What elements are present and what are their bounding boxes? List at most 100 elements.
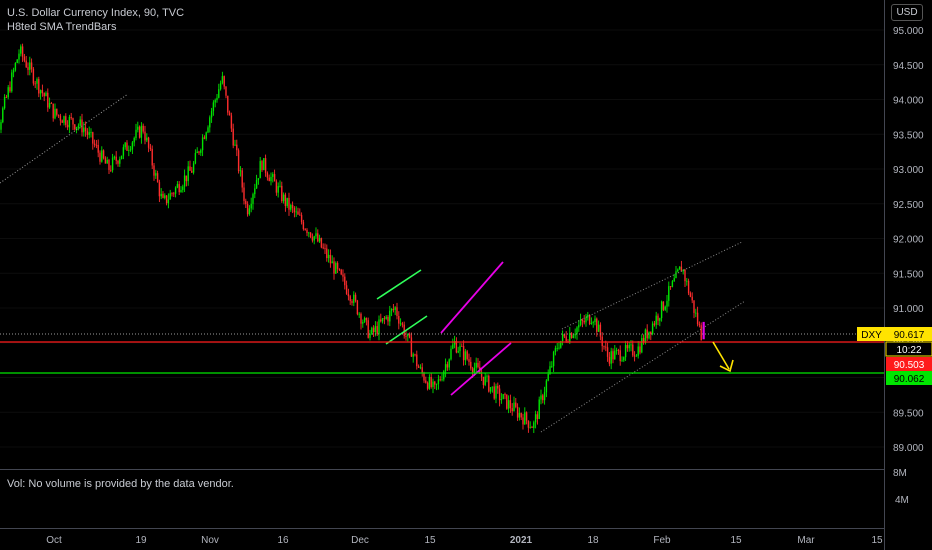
volume-tick-4m: 4M — [895, 495, 909, 506]
candle-body — [495, 385, 497, 399]
candle-body — [592, 322, 594, 323]
candle-body — [416, 354, 418, 367]
candle-body — [279, 185, 281, 187]
candle-body — [617, 349, 620, 351]
candle-body — [84, 127, 87, 132]
candle-body — [477, 362, 479, 368]
candle-body — [282, 194, 285, 202]
channel-line-green-lower[interactable] — [385, 315, 428, 345]
price-tick-label: 91.500 — [893, 269, 924, 280]
candle-body — [25, 60, 27, 68]
candle-body — [151, 148, 153, 166]
candle-body — [560, 340, 562, 348]
candle-body — [32, 69, 35, 84]
candle-body — [441, 379, 443, 381]
candle-body — [36, 79, 38, 84]
candle-body — [682, 270, 684, 272]
candle-body — [561, 334, 564, 341]
candle-body — [576, 327, 578, 334]
candle-body — [313, 236, 315, 241]
candle-body — [603, 346, 605, 347]
candle-body — [90, 132, 92, 133]
candle-body — [353, 294, 355, 303]
time-tick-label: 16 — [277, 535, 289, 546]
candle-body — [597, 324, 600, 332]
candle-body — [129, 149, 132, 151]
candle-body — [565, 336, 567, 342]
candle-body — [452, 344, 454, 349]
candle-body — [461, 346, 463, 347]
candle-body — [88, 132, 90, 135]
candle-body — [696, 312, 699, 325]
price-tick-label: 92.000 — [893, 235, 924, 246]
channel-line-magenta-upper[interactable] — [440, 261, 504, 334]
candle-body — [203, 137, 206, 139]
time-axis[interactable]: Oct 19 Nov 16 Dec 15 2021 18 Feb 15 Mar 15 — [46, 535, 883, 546]
candle-body — [70, 116, 72, 119]
candle-body — [142, 125, 144, 132]
candle-body — [344, 276, 346, 286]
price-tick-label: 94.500 — [893, 61, 924, 72]
candle-body — [113, 156, 116, 158]
candle-body — [569, 333, 571, 343]
candle-body — [657, 315, 659, 321]
candle-body — [180, 189, 182, 193]
candle-body — [302, 222, 305, 230]
trendline-dotted-upper-left[interactable] — [0, 93, 129, 184]
volume-tick-8m: 8M — [893, 468, 907, 479]
candle-body — [97, 144, 99, 153]
candle-body — [239, 170, 242, 172]
candle-body — [518, 413, 521, 418]
candle-body — [362, 322, 364, 324]
candle-body — [426, 382, 429, 389]
candle-body — [115, 156, 117, 161]
candle-body — [605, 346, 607, 348]
candle-body — [500, 399, 503, 401]
forecast-arrow[interactable] — [712, 341, 734, 373]
candle-body — [72, 118, 74, 125]
candle-body — [673, 278, 675, 282]
red-level-tag-bg — [886, 357, 932, 371]
candle-body — [185, 175, 188, 182]
price-axis[interactable]: 95.000 94.500 94.000 93.500 93.000 92.500 92.0… — [893, 26, 924, 454]
candle-body — [299, 214, 301, 216]
candle-body — [194, 153, 197, 164]
candle-body — [484, 376, 486, 385]
red-level-tag: 90.503 — [894, 360, 925, 371]
candle-body — [270, 176, 272, 182]
channel-dotted-upper[interactable] — [561, 241, 743, 330]
candle-body — [212, 102, 215, 112]
candle-body — [138, 126, 141, 138]
candle-body — [558, 347, 560, 349]
currency-button[interactable]: USD — [891, 4, 923, 21]
channel-line-magenta-lower[interactable] — [450, 342, 512, 396]
candle-body — [311, 237, 314, 241]
candle-body — [218, 89, 220, 98]
candle-body — [304, 229, 306, 230]
channel-line-green-upper[interactable] — [376, 269, 422, 300]
candle-body — [383, 318, 386, 319]
candle-body — [342, 274, 344, 277]
price-tick-label: 93.000 — [893, 165, 924, 176]
candle-body — [453, 341, 456, 345]
candle-body — [232, 128, 234, 146]
indicator-name[interactable]: H8ted SMA TrendBars — [7, 21, 117, 33]
candle-body — [482, 376, 485, 385]
candle-body — [246, 204, 249, 215]
candle-body — [281, 185, 283, 202]
candle-body — [432, 381, 434, 387]
candle-body — [680, 266, 683, 272]
candle-body — [434, 381, 436, 385]
symbol-title[interactable]: U.S. Dollar Currency Index, 90, TVC — [7, 7, 185, 19]
candle-body — [430, 377, 432, 387]
candle-body — [65, 116, 67, 125]
candle-body — [612, 351, 614, 360]
candle-body — [155, 173, 157, 176]
candle-body — [297, 211, 299, 215]
candle-body — [354, 294, 357, 301]
candle-body — [308, 232, 310, 234]
candle-body — [570, 333, 573, 338]
candle-body — [513, 402, 515, 412]
candle-body — [333, 261, 335, 274]
